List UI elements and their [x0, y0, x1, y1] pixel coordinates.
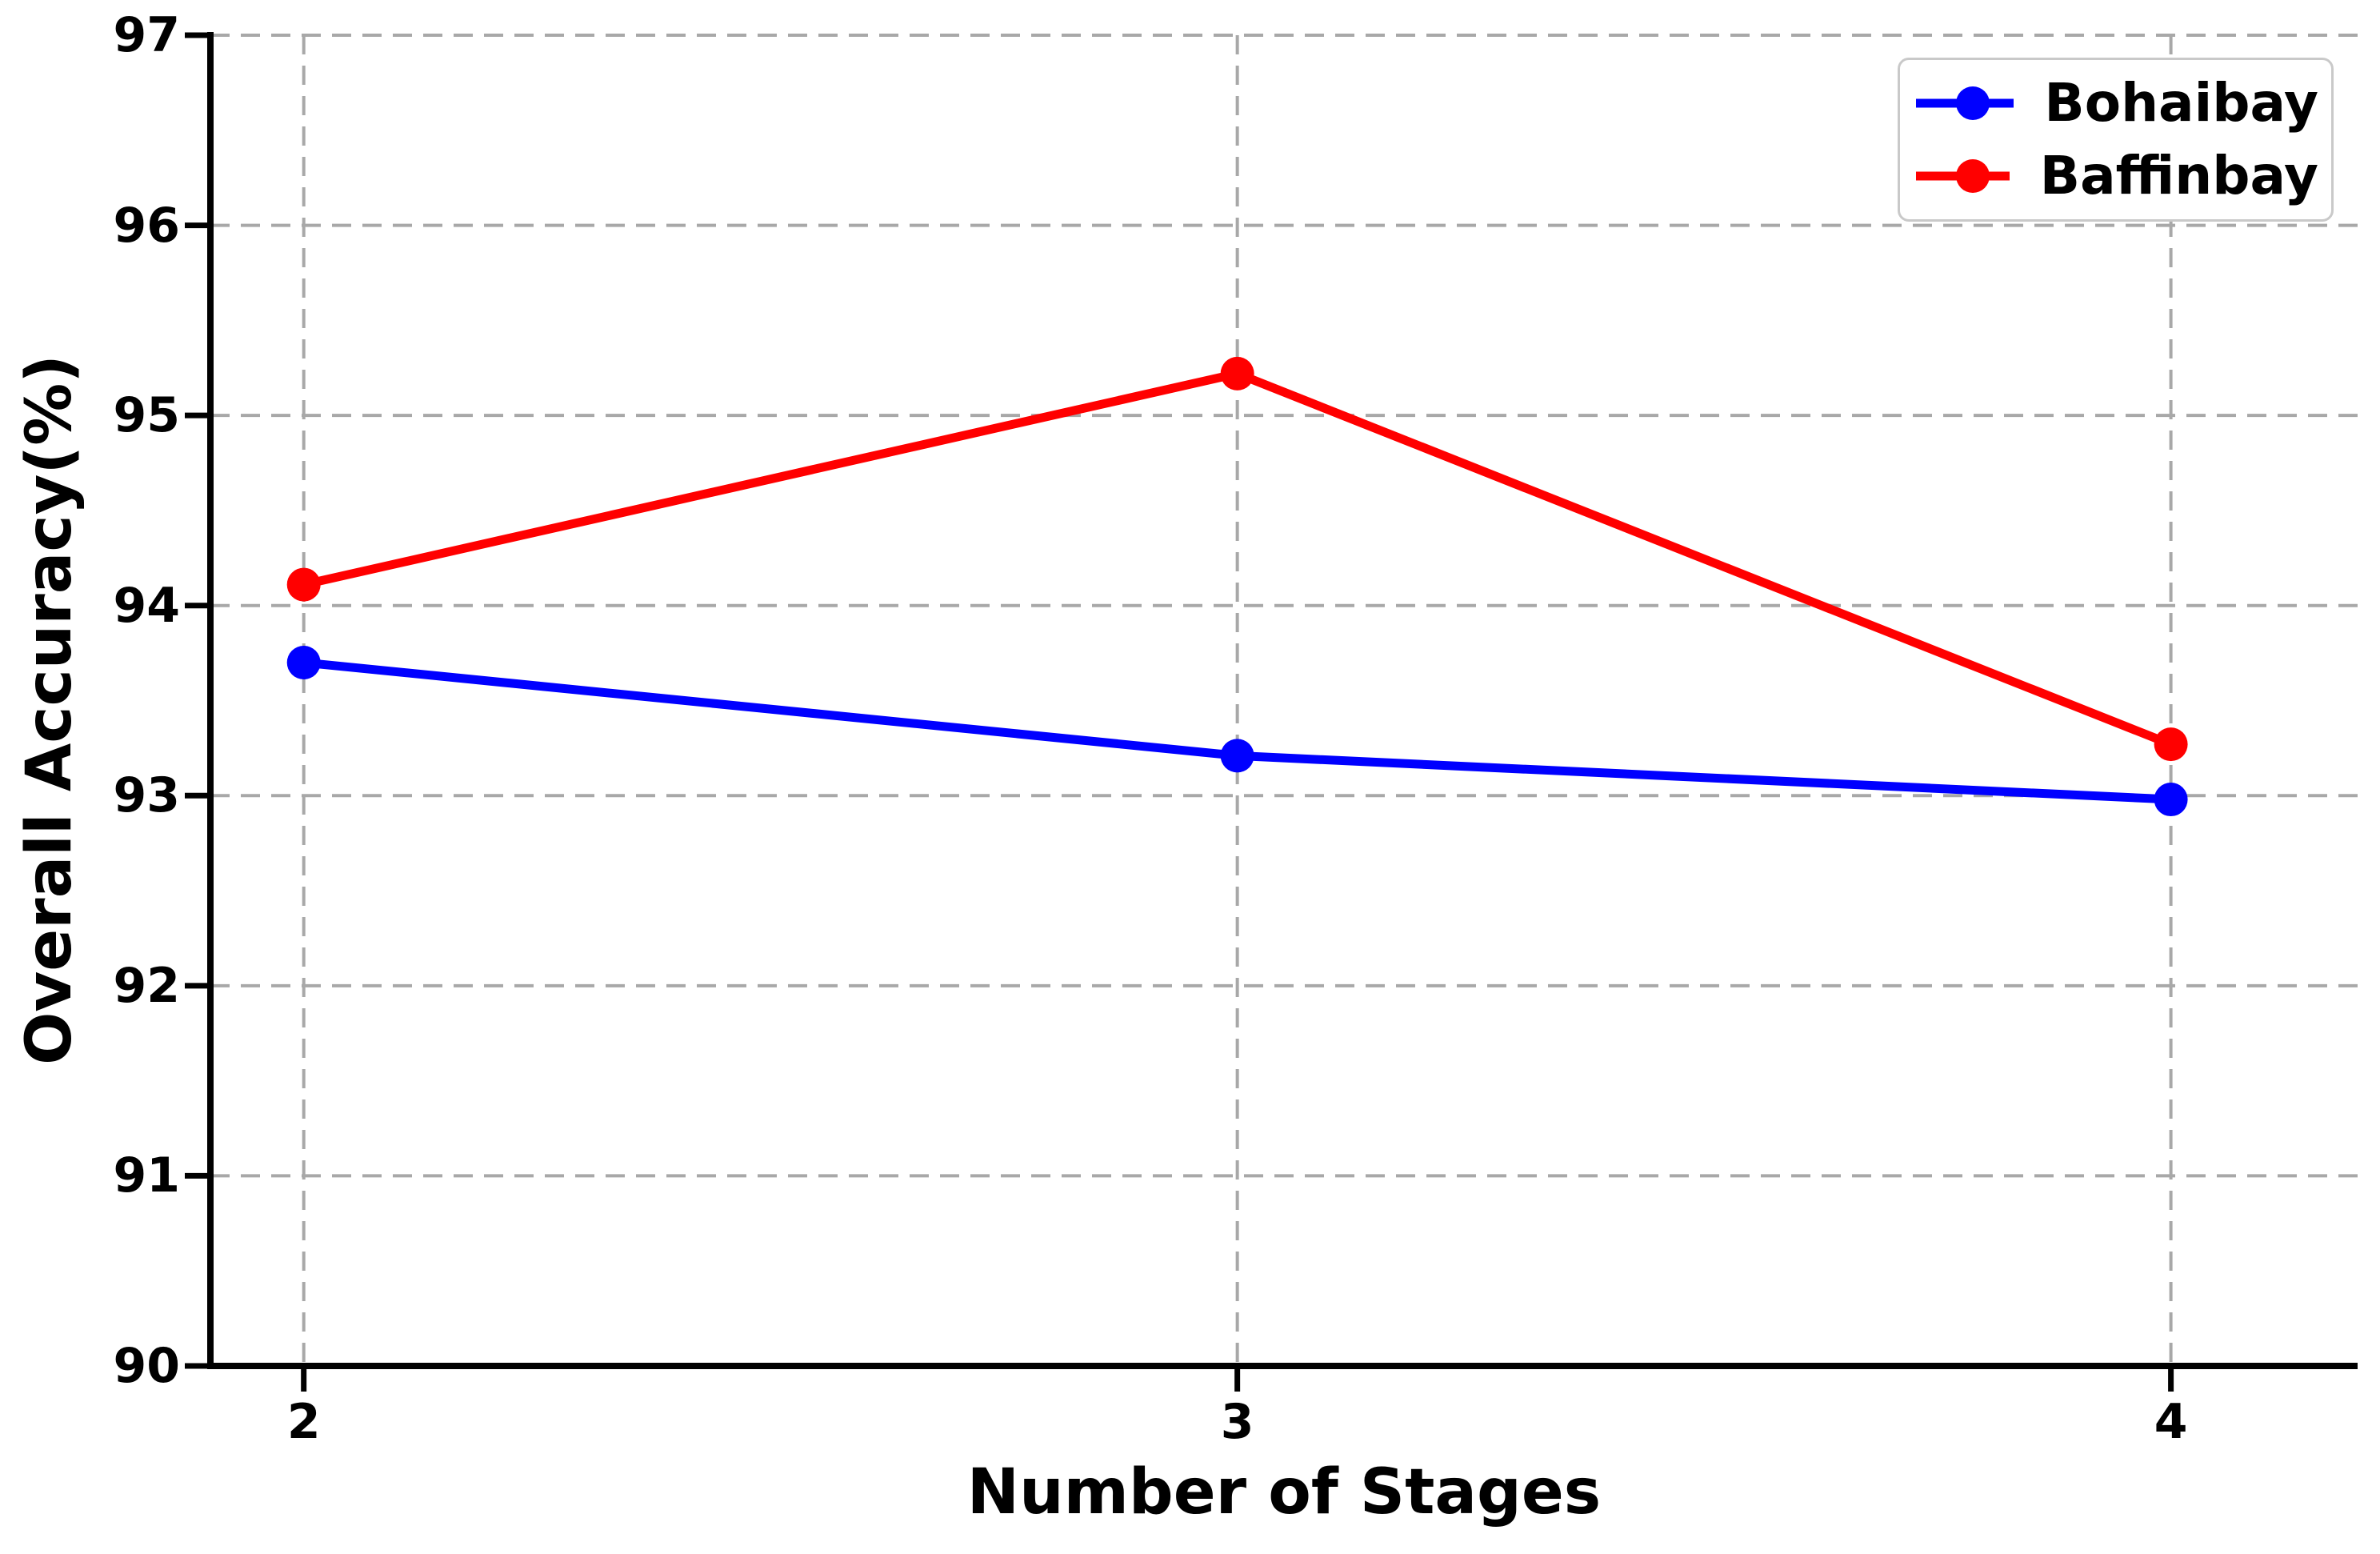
series-baffinbay	[286, 356, 2188, 762]
y-tick-label: 90	[113, 1338, 181, 1394]
bohaibay-marker	[1220, 739, 1254, 773]
baffinbay-marker	[2154, 727, 2188, 762]
y-tick-label: 97	[113, 7, 181, 63]
y-tick-label: 95	[113, 387, 181, 444]
axis-spines	[207, 32, 2358, 1369]
baffinbay-marker	[286, 567, 321, 602]
x-tick-label: 2	[286, 1394, 321, 1450]
legend-sample-baffinbay-icon	[1916, 158, 2010, 193]
x-axis-label: Number of Stages	[966, 1456, 1602, 1528]
grid-lines	[210, 34, 2358, 1366]
legend-item-bohaibay: Bohaibay	[1913, 71, 2318, 135]
legend: Bohaibay Baffinbay	[1898, 58, 2334, 222]
bohaibay-marker	[2154, 783, 2188, 817]
y-tick-label: 91	[113, 1147, 181, 1204]
baffinbay-marker	[1220, 356, 1254, 391]
legend-label: Baffinbay	[2039, 144, 2318, 206]
series-bohaibay	[286, 645, 2188, 817]
y-tick-label: 93	[113, 767, 181, 824]
legend-sample-bohaibay-icon	[1916, 86, 2014, 121]
x-tick-label: 3	[1220, 1394, 1254, 1450]
legend-label: Bohaibay	[2044, 72, 2318, 134]
y-axis-label: Overall Accuracy(%)	[14, 354, 86, 1065]
y-tick-label: 92	[113, 957, 181, 1014]
tick-marks	[185, 32, 2174, 1392]
bohaibay-marker	[286, 645, 321, 679]
y-tick-label: 96	[113, 197, 181, 254]
legend-item-baffinbay: Baffinbay	[1913, 144, 2318, 208]
x-tick-label: 4	[2154, 1394, 2188, 1450]
y-tick-label: 94	[113, 577, 181, 634]
